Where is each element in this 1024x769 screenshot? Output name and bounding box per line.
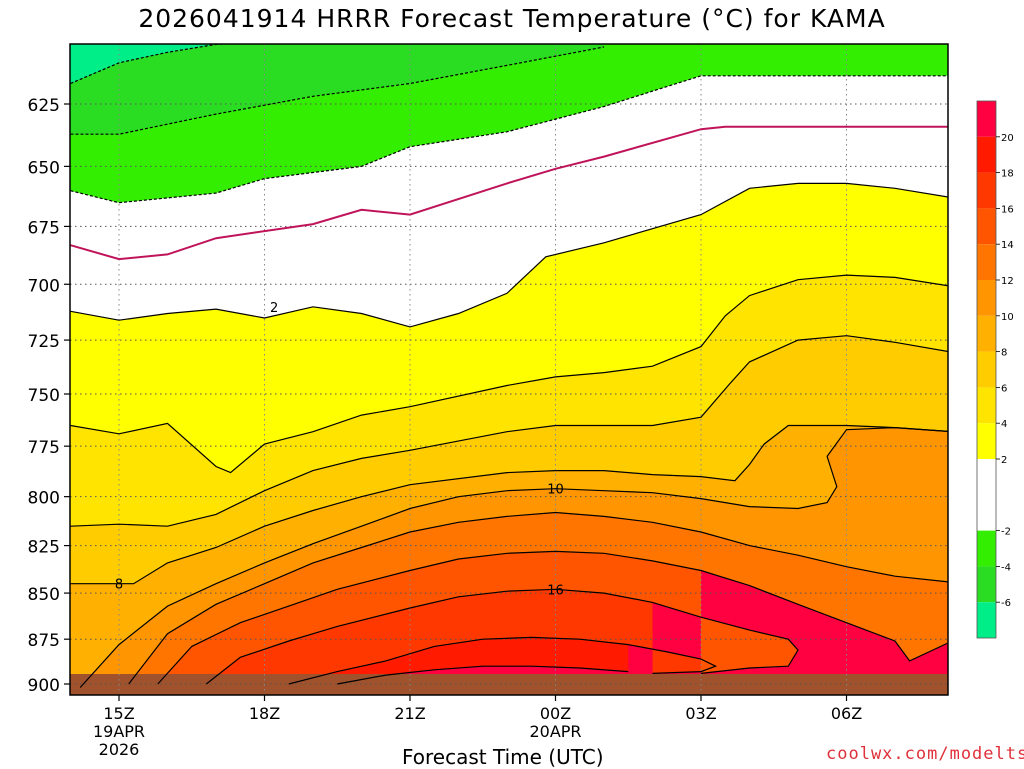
contour-label: 10	[547, 483, 564, 498]
isotherm-line-20	[337, 665, 629, 685]
x-tick-label: 20APR	[529, 722, 581, 741]
colorbar-swatch	[977, 566, 996, 603]
y-tick-label: 725	[28, 332, 60, 352]
colorbar: 20 18 16 14 12 10 8 6 4 2 -2 -4 -6	[976, 100, 1014, 639]
colorbar-swatch	[977, 101, 996, 137]
isotherm-line-18	[288, 636, 718, 685]
y-tick-label: 650	[28, 158, 60, 178]
isotherm-line-2	[70, 182, 948, 328]
colorbar-tick-label: -4	[1001, 562, 1011, 573]
colorbar-tick-label: 10	[1001, 312, 1014, 323]
x-tick-label: 19APR	[93, 722, 145, 741]
y-tick-label: 625	[28, 96, 60, 116]
colorbar-tick-label: -2	[1001, 527, 1011, 538]
chart-title: 2026041914 HRRR Forecast Temperature (°C…	[138, 4, 886, 33]
colorbar-swatch	[977, 351, 996, 388]
contour-label: 8	[115, 578, 123, 593]
x-tick-label: 18Z	[249, 704, 280, 723]
colorbar-swatch	[977, 280, 996, 316]
y-tick-label: 900	[28, 676, 60, 696]
colorbar-swatch	[977, 208, 996, 245]
isotherm-line-8	[70, 424, 948, 585]
isotherm-line--6	[70, 44, 234, 85]
isotherm-line--4	[70, 46, 605, 135]
y-tick-label: 825	[28, 538, 60, 558]
colorbar-tick-label: 14	[1001, 240, 1014, 251]
colorbar-tick-label: 4	[1001, 419, 1007, 430]
isotherm-line--2	[70, 75, 948, 204]
colorbar-swatch	[977, 315, 996, 352]
colorbar-tick-label: -6	[1001, 598, 1011, 609]
x-axis-label: Forecast Time (UTC)	[402, 745, 604, 769]
band-fill--4	[70, 44, 604, 135]
plot-area: 2 8 10 16	[70, 44, 948, 695]
contour-label: 16	[547, 583, 564, 598]
colorbar-swatch	[977, 459, 996, 531]
isotherm-line-6	[70, 335, 948, 527]
ground-strip	[70, 674, 948, 695]
colorbar-swatch	[977, 387, 996, 424]
colorbar-tick-label: 6	[1001, 383, 1007, 394]
y-tick-label: 875	[28, 631, 60, 651]
colorbar-swatch	[977, 136, 996, 173]
colorbar-swatch	[977, 244, 996, 280]
y-tick-label: 775	[28, 438, 60, 458]
source-credit[interactable]: coolwx.com/modelts	[826, 744, 1024, 764]
isotherm-line-16	[205, 588, 799, 685]
y-tick-label: 675	[28, 218, 60, 238]
colorbar-tick-label: 18	[1001, 169, 1014, 180]
x-tick-label: 00Z	[540, 704, 571, 723]
isotherm-line-14	[157, 550, 948, 685]
colorbar-tick-label: 2	[1001, 455, 1007, 466]
plot-frame	[69, 43, 949, 696]
colorbar-swatch	[977, 423, 996, 459]
band-fill--6	[70, 44, 224, 84]
isotherm-line-10	[79, 426, 948, 688]
grid	[70, 44, 948, 695]
x-tick-label: 03Z	[685, 704, 716, 723]
colorbar-tick-label: 12	[1001, 276, 1014, 287]
colorbar-tick-label: 8	[1001, 348, 1007, 359]
colorbar-swatch	[977, 602, 996, 638]
isotherm-line-12	[128, 511, 948, 685]
y-tick-label: 700	[28, 276, 60, 296]
colorbar-tick-label: 20	[1001, 133, 1014, 144]
x-tick-label: 06Z	[831, 704, 862, 723]
y-tick-label: 800	[28, 489, 60, 509]
x-tick-label: 21Z	[394, 704, 425, 723]
colorbar-frame	[976, 100, 997, 639]
y-tick-label: 850	[28, 585, 60, 605]
y-tick-label: 750	[28, 386, 60, 406]
colorbar-swatch	[977, 172, 996, 209]
isotherm-line-0	[70, 125, 948, 261]
colorbar-swatch	[977, 530, 996, 567]
x-tick-label: 15Z	[103, 704, 134, 723]
x-tick-label: 2026	[99, 740, 140, 759]
colorbar-tick-label: 16	[1001, 204, 1014, 215]
contour-label: 2	[270, 301, 278, 316]
isotherm-line-4	[70, 274, 948, 474]
